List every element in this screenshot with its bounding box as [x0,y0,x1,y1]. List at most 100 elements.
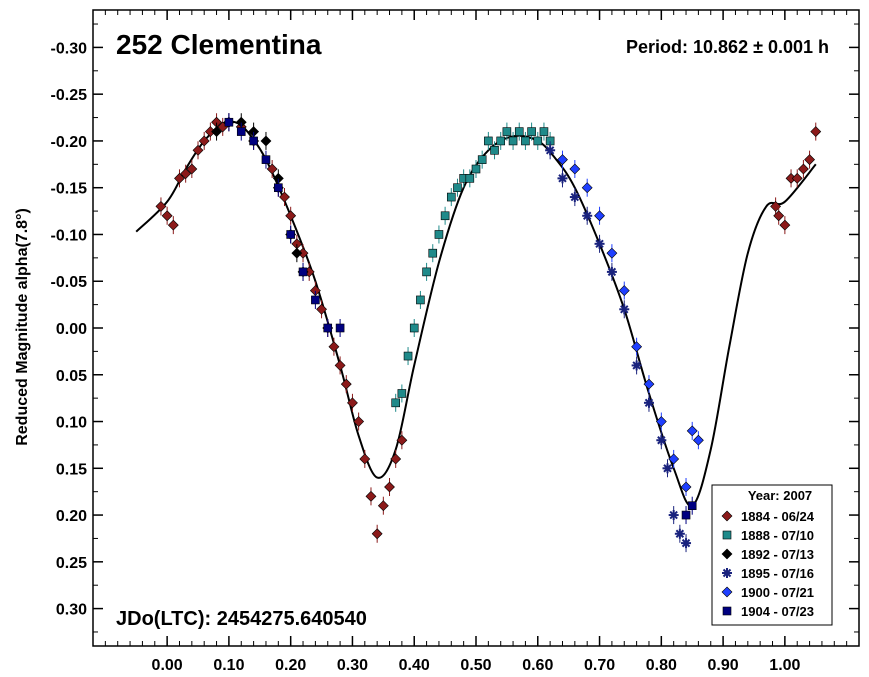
data-point [668,453,680,465]
data-point [557,173,568,184]
data-point [155,200,167,212]
data-point [662,463,673,474]
period-label: Period: 10.862 ± 0.001 h [626,37,829,57]
chart-title: 252 Clementina [116,29,322,60]
data-point [323,323,333,333]
data-point [334,359,346,371]
data-point [606,266,617,277]
data-point [316,303,327,315]
legend-marker [722,568,732,578]
data-point [686,425,698,437]
y-axis-label: Reduced Magnitude alpha(7.8°) [14,208,31,446]
data-point [249,136,258,146]
data-point [274,183,283,193]
legend-entry-label: 1884 - 06/24 [741,509,815,524]
legend: Year: 2007 1884 - 06/24 1888 - 07/10 1892 … [711,484,833,626]
x-tick-label: 0.80 [646,657,677,674]
data-point [453,183,462,193]
data-point [797,163,809,175]
data-point [347,397,358,409]
legend-marker [722,530,732,540]
data-point [390,453,402,465]
x-tick-label: 0.10 [213,657,244,674]
data-point [409,323,419,333]
data-point [428,248,438,258]
data-point [161,210,173,222]
data-point [260,135,272,147]
data-point [391,398,400,408]
data-point [508,136,518,146]
data-point [643,397,654,408]
data-point [804,154,816,166]
y-tick-label: -0.05 [51,274,88,291]
y-tick-label: -0.30 [51,40,88,57]
x-axis-ticks: 0.00 0.10 0.20 0.30 0.40 0.50 0.60 0.70 0.80 0.90… [104,10,848,674]
data-point [618,285,630,297]
data-point [371,528,383,540]
y-tick-label: 0.05 [56,368,87,385]
legend-entry-label: 1900 - 07/21 [741,585,814,600]
data-point [680,481,692,493]
data-point [236,127,246,136]
legend-marker [721,510,733,522]
legend-marker [721,548,733,560]
data-point [335,323,345,333]
y-tick-label: -0.15 [51,181,88,198]
data-point [779,219,791,231]
data-point [581,182,593,194]
data-point [279,191,290,203]
data-point [656,435,667,446]
x-tick-label: 0.00 [152,657,183,674]
legend-entry-label: 1895 - 07/16 [741,566,814,581]
data-point [192,144,204,156]
data-point [692,434,704,446]
data-point [359,453,371,465]
data-point [681,510,691,520]
data-point [521,136,530,146]
data-point [655,416,667,427]
data-point [496,136,506,146]
data-point [527,127,536,136]
y-tick-label: 0.15 [56,461,87,478]
data-point [791,172,803,184]
data-point [328,341,340,353]
data-point [606,247,618,259]
data-point [211,126,222,138]
data-point [224,117,234,127]
data-point [477,155,487,164]
y-tick-label: 0.20 [56,508,87,525]
data-point [545,145,556,156]
x-tick-label: 0.90 [708,657,739,674]
data-point [484,136,493,146]
y-tick-label: 0.10 [56,415,87,432]
data-point [557,154,568,166]
data-point [261,155,271,164]
data-point [174,172,185,184]
data-point [674,528,685,539]
jdo-label: JDo(LTC): 2454275.640540 [116,608,367,630]
data-point [353,416,365,427]
legend-entry-label: 1904 - 07/23 [741,604,814,619]
data-point [810,126,822,138]
y-tick-label: -0.25 [51,87,88,104]
legend-entry-label: 1892 - 07/13 [741,547,814,562]
data-points [155,113,822,553]
data-point [186,163,198,175]
legend-box [711,484,833,626]
y-tick-label: 0.25 [56,555,87,572]
data-point [582,210,593,221]
data-point [471,164,481,174]
data-point [502,127,512,136]
data-point [434,230,444,239]
legend-marker [721,586,733,598]
data-point [298,267,308,277]
data-point [687,501,697,511]
data-point [539,127,549,136]
y-tick-label: -0.10 [51,227,88,244]
data-point [569,192,580,203]
data-point [490,145,499,155]
data-point [340,378,352,390]
data-point [291,247,303,259]
data-point [286,230,295,239]
